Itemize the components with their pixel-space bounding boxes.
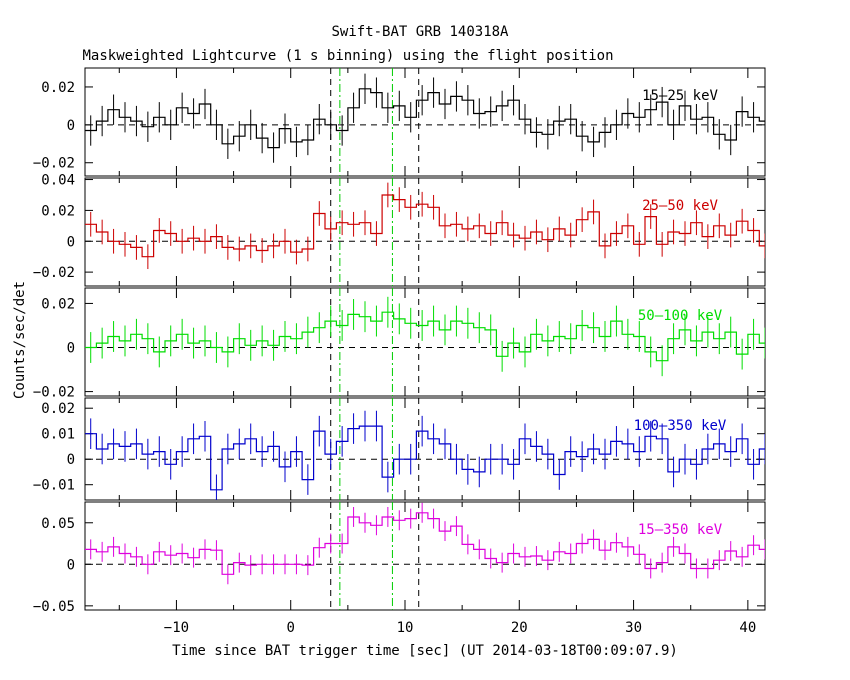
x-tick-label: 0 [286, 620, 294, 636]
y-tick-label: 0.01 [41, 427, 75, 443]
y-tick-label: −0.05 [33, 599, 75, 615]
band-label: 15–350 keV [638, 522, 723, 538]
panel-frame [84, 177, 766, 287]
band-label: 25–50 keV [642, 198, 718, 214]
y-tick-label: 0 [67, 452, 75, 468]
y-tick-label: 0.02 [41, 401, 75, 417]
panel-4: 0.02 0.01 0 −0.01 100–350 keV [33, 397, 766, 501]
panels: 0.02 0 −0.02 15–25 keV 0.04 0.02 0 −0.02 25–50 k… [33, 67, 766, 636]
y-tick-label: 0 [67, 234, 75, 250]
panel-1: 0.02 0 −0.02 15–25 keV [33, 67, 766, 177]
y-tick-label: 0.02 [41, 80, 75, 96]
y-tick-label: 0.02 [41, 296, 75, 312]
panel-frame [84, 67, 766, 177]
band-label: 100–350 keV [634, 418, 727, 434]
y-tick-label: 0.05 [41, 516, 75, 532]
x-tick-label: 20 [511, 620, 528, 636]
y-tick-label: 0 [67, 557, 75, 573]
y-tick-label: −0.02 [33, 156, 75, 172]
lightcurve-steps [85, 88, 765, 149]
x-tick-label: 10 [397, 620, 414, 636]
x-tick-label: 40 [739, 620, 756, 636]
lightcurve-steps [85, 512, 765, 575]
y-tick-label: 0.04 [41, 173, 75, 189]
panel-5: 0.05 0 −0.05 15–350 keV −10 0 10 20 30 40 [33, 501, 766, 636]
panel-frame [84, 397, 766, 501]
lightcurve-steps [85, 194, 765, 258]
panel-2: 0.04 0.02 0 −0.02 25–50 keV [33, 173, 766, 287]
x-tick-label: −10 [164, 620, 189, 636]
panel-frame [84, 501, 766, 611]
chart-title: Swift-BAT GRB 140318A [331, 24, 509, 40]
lightcurve-steps [85, 425, 765, 491]
y-tick-label: 0.02 [41, 203, 75, 219]
y-tick-label: 0 [67, 118, 75, 134]
band-label: 15–25 keV [642, 88, 718, 104]
chart-subtitle: Maskweighted Lightcurve (1 s binning) us… [82, 48, 613, 64]
panel-frame [84, 287, 766, 397]
y-tick-label: 0 [67, 341, 75, 357]
y-axis-label: Counts/sec/det [12, 281, 28, 399]
y-tick-label: −0.02 [33, 265, 75, 281]
x-tick-label: 30 [625, 620, 642, 636]
panel-3: 0.02 0 −0.02 50–100 keV [33, 287, 766, 401]
lightcurve-steps [85, 311, 765, 362]
x-axis-label: Time since BAT trigger time [sec] (UT 20… [172, 643, 678, 659]
y-tick-label: −0.01 [33, 478, 75, 494]
band-label: 50–100 keV [638, 308, 723, 324]
y-tick-label: −0.02 [33, 385, 75, 401]
